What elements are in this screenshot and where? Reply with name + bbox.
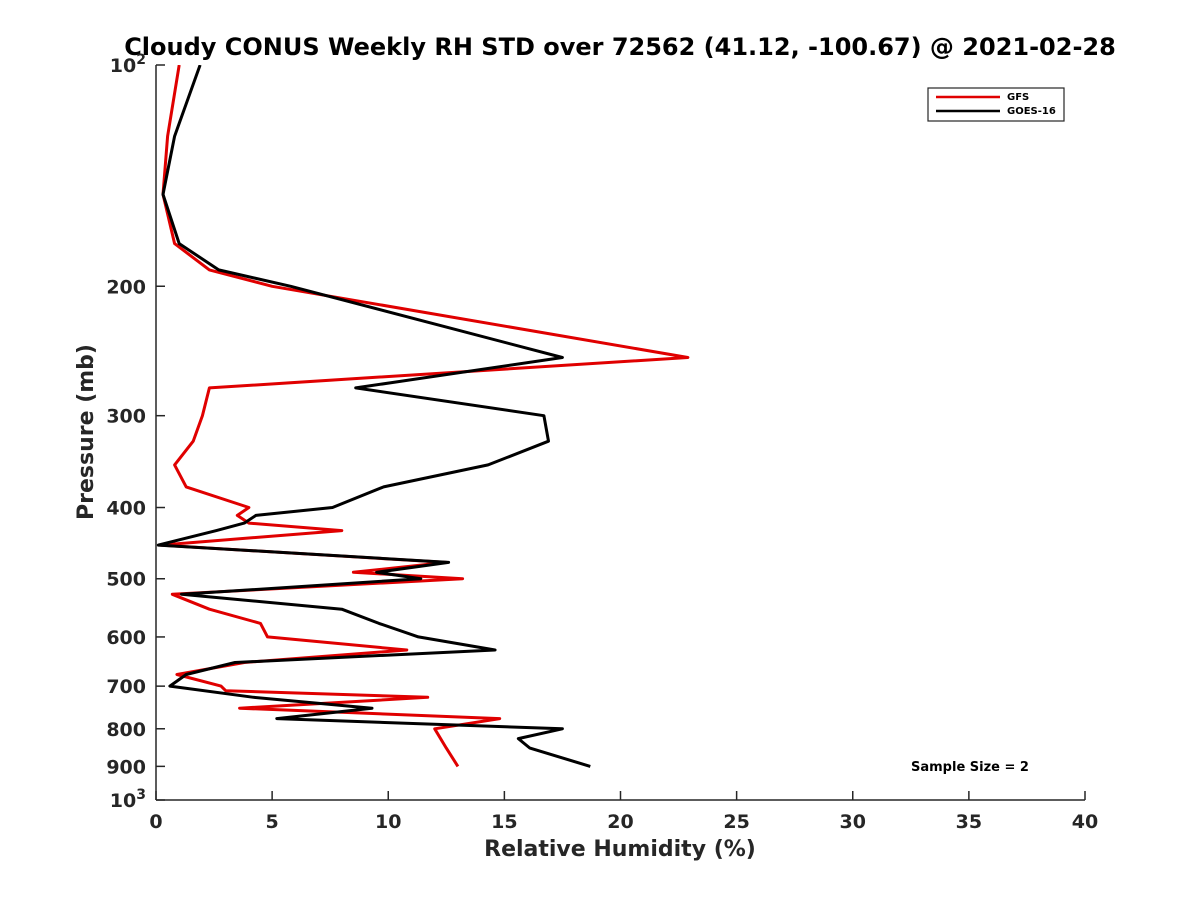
x-tick-label: 20 [607, 811, 633, 833]
x-tick-label: 40 [1072, 811, 1098, 833]
y-tick-label: 103 [110, 787, 146, 812]
y-tick-label: 700 [106, 676, 146, 698]
sample-size-annotation: Sample Size = 2 [911, 760, 1029, 775]
x-tick-label: 35 [956, 811, 982, 833]
x-axis-label: Relative Humidity (%) [484, 837, 756, 862]
x-tick-label: 25 [723, 811, 749, 833]
y-tick-label: 200 [106, 276, 146, 298]
y-tick-label: 300 [106, 406, 146, 428]
legend-label-goes16: GOES-16 [1007, 106, 1056, 117]
series-line-goes16 [156, 65, 591, 768]
y-ticks: 102 200 300 400 500 600 700 800 900 103 [106, 52, 165, 812]
y-tick-label: 400 [106, 498, 146, 520]
y-tick-label: 900 [106, 756, 146, 778]
x-tick-label: 30 [840, 811, 866, 833]
y-tick-label: 500 [106, 569, 146, 591]
legend-box [927, 87, 1065, 122]
y-axis-label: Pressure (mb) [74, 344, 99, 520]
series-layer [156, 65, 690, 768]
y-tick-label: 600 [106, 627, 146, 649]
legend: GFS GOES-16 [927, 87, 1065, 122]
x-tick-label: 15 [491, 811, 517, 833]
x-tick-label: 0 [149, 811, 162, 833]
legend-label-gfs: GFS [1007, 92, 1029, 103]
chart-title: Cloudy CONUS Weekly RH STD over 72562 (4… [124, 33, 1116, 61]
y-tick-label: 102 [110, 52, 146, 77]
x-tick-label: 10 [375, 811, 401, 833]
x-tick-label: 5 [266, 811, 279, 833]
y-tick-label: 800 [106, 719, 146, 741]
x-ticks: 0 5 10 15 20 25 30 35 40 [149, 791, 1098, 833]
